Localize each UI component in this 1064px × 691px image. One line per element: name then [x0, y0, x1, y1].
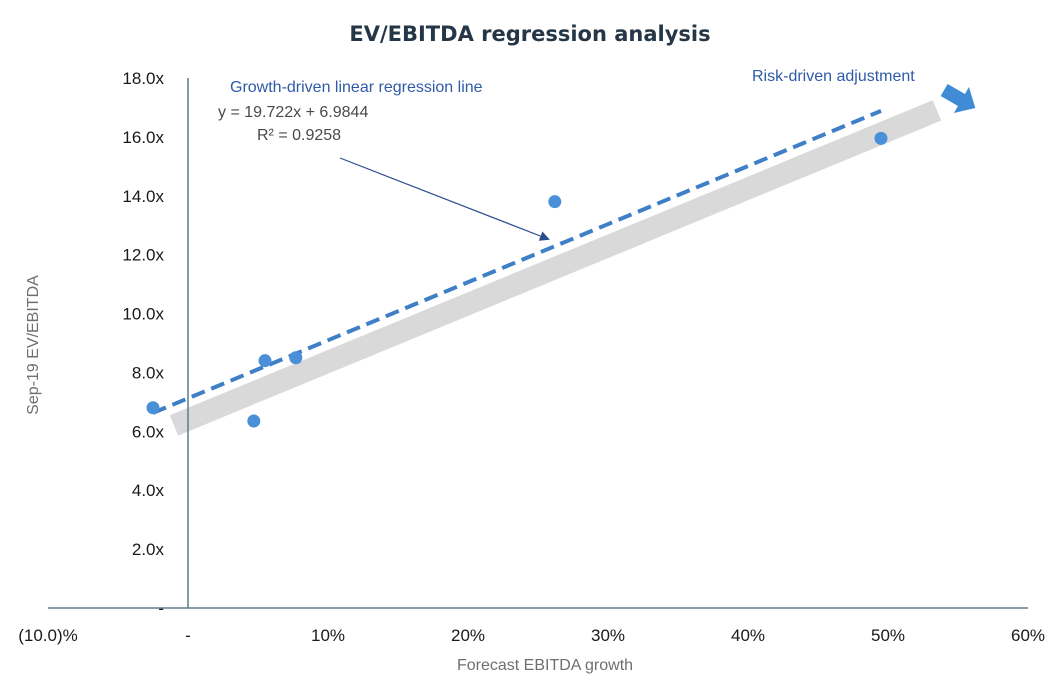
- x-tick-labels: (10.0)% - 10% 20% 30% 40% 50% 60%: [18, 626, 1045, 645]
- x-tick-label: 60%: [1011, 626, 1045, 645]
- data-points: [146, 131, 888, 428]
- regression-layer: [152, 109, 882, 415]
- y-tick-label: 10.0x: [122, 305, 164, 324]
- risk-adjustment-arrow: [940, 83, 976, 113]
- regression-pointer-arrow: [339, 157, 550, 241]
- x-tick-label: -: [185, 626, 191, 645]
- x-tick-label: (10.0)%: [18, 626, 78, 645]
- y-tick-label: 2.0x: [132, 540, 165, 559]
- y-tick-label: 8.0x: [132, 363, 165, 382]
- data-point: [289, 351, 303, 365]
- x-tick-label: 40%: [731, 626, 765, 645]
- x-tick-label: 30%: [591, 626, 625, 645]
- data-point: [548, 195, 562, 209]
- y-tick-label: 12.0x: [122, 246, 164, 265]
- regression-line: [152, 109, 882, 415]
- y-tick-labels: - 2.0x 4.0x 6.0x 8.0x 10.0x 12.0x 14.0x 16.0x 18.…: [122, 69, 164, 618]
- x-axis-label: Forecast EBITDA growth: [457, 657, 633, 674]
- y-tick-label: 16.0x: [122, 128, 164, 147]
- data-point: [258, 354, 272, 368]
- regression-equation: y = 19.722x + 6.9844: [218, 104, 368, 121]
- annotation-arrows: [339, 83, 976, 241]
- data-point: [247, 414, 261, 428]
- r-squared-label: R² = 0.9258: [257, 127, 341, 144]
- y-tick-label: 14.0x: [122, 187, 164, 206]
- chart-title: EV/EBITDA regression analysis: [349, 22, 710, 46]
- x-tick-label: 10%: [311, 626, 345, 645]
- x-tick-label: 20%: [451, 626, 485, 645]
- data-point: [874, 131, 888, 145]
- x-tick-label: 50%: [871, 626, 905, 645]
- y-tick-label: 6.0x: [132, 422, 165, 441]
- data-point: [146, 401, 160, 415]
- y-axis-label: Sep-19 EV/EBITDA: [25, 275, 42, 415]
- risk-band-layer: [169, 100, 942, 436]
- risk-band: [169, 100, 942, 436]
- y-tick-label: 4.0x: [132, 481, 165, 500]
- regression-line-annotation: Growth-driven linear regression line: [230, 79, 483, 96]
- risk-adjustment-annotation: Risk-driven adjustment: [752, 68, 915, 85]
- y-tick-label: 18.0x: [122, 69, 164, 88]
- y-tick-label: -: [158, 599, 164, 618]
- axes: [48, 78, 1028, 609]
